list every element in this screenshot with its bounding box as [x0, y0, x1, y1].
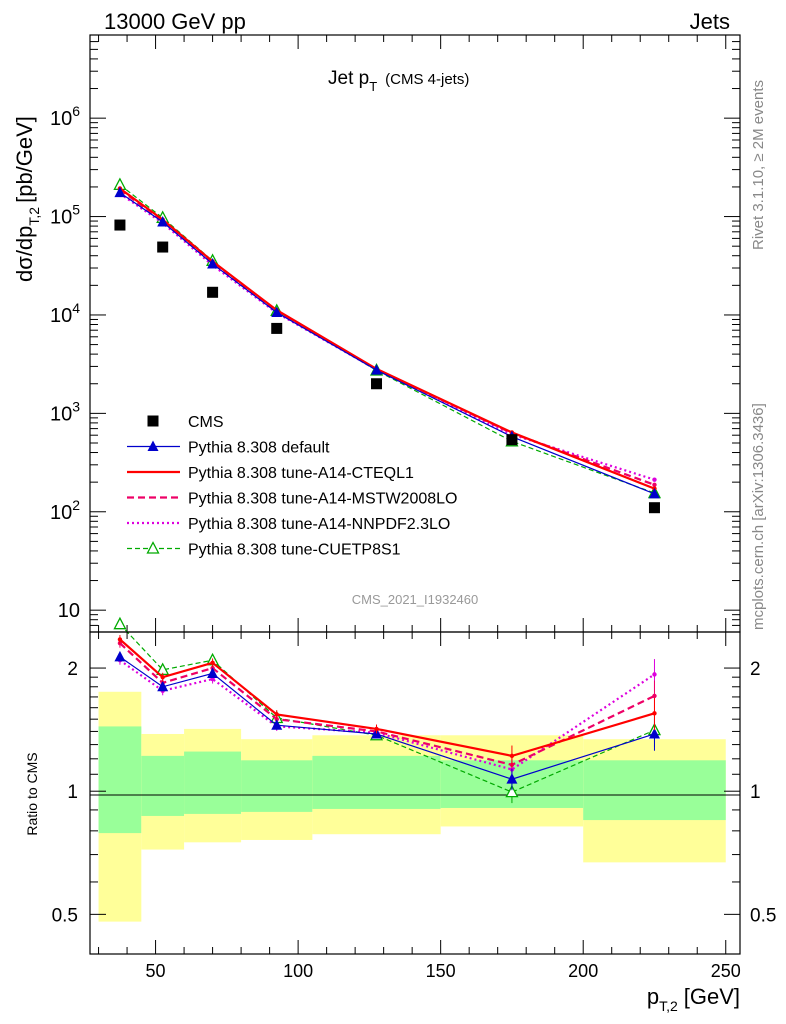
- ratio-point-cteql1: [210, 660, 215, 666]
- legend-marker-cuetp8s1: [146, 541, 160, 554]
- ratio-point-default: [207, 667, 219, 678]
- point-default: [207, 257, 219, 269]
- legend-label-cteql1: Pythia 8.308 tune-A14-CTEQL1: [188, 465, 414, 482]
- point-data: [648, 502, 660, 514]
- ratio-bands: [98, 691, 726, 922]
- legend-label-nnpdf: Pythia 8.308 tune-A14-NNPDF2.3LO: [188, 516, 450, 533]
- main-y-tick-label: 102: [50, 497, 80, 524]
- main-y-tick-label: 10: [58, 600, 80, 622]
- band-inner: [98, 726, 142, 834]
- point-data: [271, 322, 283, 334]
- legend: CMS Pythia 8.308 default Pythia 8.308 tune…: [127, 414, 457, 559]
- ratio-x-tick-label: 50: [146, 961, 166, 981]
- legend-label-default: Pythia 8.308 default: [188, 440, 330, 457]
- ratio-y-tick-label-left: 2: [67, 659, 78, 680]
- point-data: [114, 219, 126, 231]
- ratio-frame: [89, 631, 741, 955]
- point-data: [506, 434, 518, 446]
- ratio-y-tick-label-left: 1: [67, 782, 78, 803]
- point-data: [157, 241, 169, 253]
- ratio-point-cteql1: [160, 674, 165, 680]
- ratio-y-tick-label-right: 2: [750, 659, 761, 680]
- legend-label-mstw: Pythia 8.308 tune-A14-MSTW2008LO: [188, 491, 457, 508]
- ratio-ylabel: Ratio to CMS: [24, 752, 40, 835]
- legend-label-data: CMS: [188, 414, 224, 431]
- main-y-axis: 10 102 103 104 105 106: [50, 34, 740, 633]
- ratio-point-default: [271, 719, 283, 730]
- ratio-series-group: [113, 616, 662, 804]
- rivet-label: Rivet 3.1.10, ≥ 2M events: [750, 80, 767, 250]
- analysis-id-label: CMS_2021_I1932460: [352, 592, 479, 607]
- ratio-y-tick-label-right: 0.5: [750, 905, 776, 926]
- ratio-point-cteql1: [509, 753, 515, 759]
- ratio-x-tick-label: 100: [283, 961, 313, 981]
- ratio-point-default: [506, 773, 518, 784]
- ratio-x-tick-label: 200: [568, 961, 598, 981]
- ratio-point-default: [157, 680, 169, 692]
- ratio-y-tick-label-right: 1: [750, 782, 761, 803]
- main-y-tick-label: 105: [50, 202, 80, 229]
- ratio-point-cteql1: [117, 637, 123, 642]
- main-y-tick-label: 104: [50, 300, 80, 327]
- point-default: [271, 306, 283, 317]
- ratio-point-default: [114, 650, 126, 662]
- header-right: Jets: [690, 9, 730, 34]
- ratio-x-tick-label: 150: [426, 961, 456, 981]
- ratio-y-tick-label-left: 0.5: [52, 905, 78, 926]
- main-title: Jet pT (CMS 4-jets): [328, 68, 469, 94]
- header-left: 13000 GeV pp: [104, 9, 246, 34]
- ratio-point-cteql1: [652, 711, 657, 716]
- main-ylabel: dσ/dpT,2[pb/GeV]: [12, 116, 42, 282]
- ratio-point-cteql1: [374, 726, 379, 732]
- ratio-xlabel: pT,2 [GeV]: [647, 984, 740, 1014]
- point-data: [207, 286, 219, 298]
- point-default: [114, 186, 126, 198]
- main-panel: dσ/dpT,2[pb/GeV] Jet pT (CMS 4-jets) CMS_…: [12, 34, 741, 633]
- ratio-x-tick-label: 250: [711, 961, 741, 981]
- legend-marker-data: [147, 415, 159, 427]
- ratio-point-default: [648, 727, 660, 739]
- band-inner: [241, 760, 313, 812]
- point-default: [157, 216, 169, 227]
- ratio-axes: 50 100 150 200 250 0.5 0.5 1 1 2 2: [52, 632, 776, 981]
- band-inner: [184, 751, 242, 814]
- ratio-point-mstw: [274, 716, 279, 722]
- ratio-point-cteql1: [274, 712, 279, 717]
- series-line-nnpdf: [119, 192, 655, 481]
- point-default: [648, 487, 660, 499]
- point-mstw: [652, 482, 657, 487]
- band-inner: [312, 755, 441, 809]
- legend-label-cuetp8s1: Pythia 8.308 tune-CUETP8S1: [188, 542, 401, 559]
- band-inner: [141, 755, 185, 816]
- main-series-group: [113, 177, 662, 514]
- point-nnpdf: [652, 477, 657, 482]
- source-label: mcplots.cern.ch [arXiv:1306.3436]: [750, 403, 767, 630]
- ratio-point-cuetp8s1: [505, 784, 519, 798]
- main-y-tick-label: 106: [50, 103, 80, 130]
- point-default: [371, 364, 383, 375]
- ratio-point-nnpdf: [652, 672, 657, 677]
- legend-marker-default: [147, 440, 159, 451]
- point-data: [371, 378, 383, 390]
- band-inner: [583, 760, 726, 821]
- ratio-panel: 50 100 150 200 250 0.5 0.5 1 1 2 2 Ratio to CMS pT…: [24, 616, 776, 1014]
- ratio-point-mstw: [652, 693, 657, 699]
- main-y-tick-label: 103: [50, 398, 80, 425]
- ratio-point-cuetp8s1: [113, 616, 127, 630]
